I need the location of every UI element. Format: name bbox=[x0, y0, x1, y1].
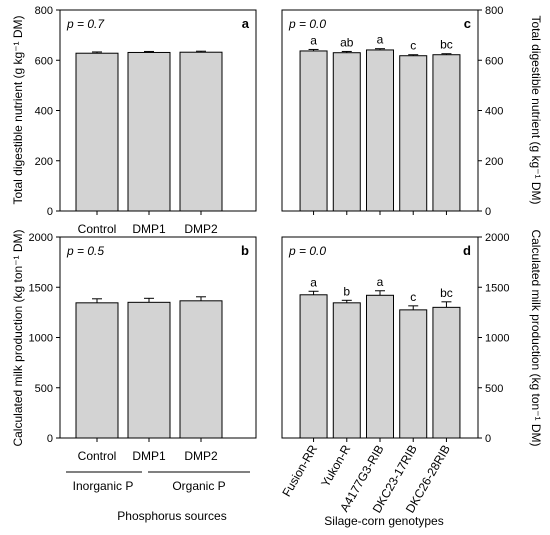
bar bbox=[179, 51, 223, 212]
bar bbox=[179, 300, 223, 439]
panel-letter: b bbox=[241, 243, 249, 258]
y-axis-title-top-right: Total digestible nutrient (g kg⁻¹ DM) bbox=[529, 15, 543, 204]
x-tick-label: DMP1 bbox=[132, 449, 166, 463]
bar bbox=[366, 49, 394, 212]
significance-letter: a bbox=[310, 275, 317, 289]
significance-letter: ab bbox=[340, 35, 354, 49]
y-tick-label: 2000 bbox=[29, 232, 53, 244]
significance-letter: c bbox=[410, 290, 416, 304]
y-tick-label: 0 bbox=[485, 206, 491, 218]
p-value-label: p = 0.0 bbox=[288, 17, 326, 31]
significance-letter: bc bbox=[440, 38, 453, 52]
bar bbox=[299, 294, 328, 439]
bar bbox=[399, 309, 428, 439]
significance-letter: a bbox=[377, 275, 384, 289]
bar bbox=[299, 50, 328, 212]
bar bbox=[366, 294, 394, 439]
y-axis-title-top-left: Total digestible nutrient (g kg⁻¹ DM) bbox=[11, 15, 25, 204]
x-axis-title-right: Silage-corn genotypes bbox=[324, 514, 443, 528]
y-tick-label: 0 bbox=[485, 433, 491, 445]
panel-b: 0 500 1000 1500 2000 Control DMP1 DMP2 p = 0.5 b bbox=[29, 232, 257, 463]
y-tick-label: 2000 bbox=[485, 232, 509, 244]
p-value-label: p = 0.0 bbox=[288, 244, 326, 258]
panel-d: 0500100015002000aFusion-RRbYukon-RaA4177… bbox=[279, 232, 509, 515]
y-tick-label: 200 bbox=[35, 156, 53, 168]
significance-letter: b bbox=[343, 284, 350, 298]
y-axis-title-bottom-right: Calculated milk production (kg ton⁻¹ DM) bbox=[529, 229, 543, 446]
y-tick-label: 0 bbox=[47, 433, 53, 445]
p-value-label: p = 0.5 bbox=[66, 244, 104, 258]
bar bbox=[75, 302, 119, 439]
bar bbox=[432, 54, 461, 212]
y-tick-label: 400 bbox=[35, 106, 53, 118]
x-tick-label: Fusion-RR bbox=[279, 442, 320, 499]
y-tick-label: 1000 bbox=[485, 333, 509, 345]
bar bbox=[127, 51, 171, 212]
significance-letter: a bbox=[377, 33, 384, 47]
y-tick-label: 1000 bbox=[29, 333, 53, 345]
y-tick-label: 600 bbox=[485, 55, 503, 67]
y-tick-label: 800 bbox=[485, 5, 503, 17]
y-tick-label: 0 bbox=[47, 206, 53, 218]
y-axis-title-bottom-left: Calculated milk production (kg ton⁻¹ DM) bbox=[11, 229, 25, 446]
panel-letter: a bbox=[242, 16, 250, 31]
panel-letter: d bbox=[463, 243, 471, 258]
bar bbox=[127, 301, 171, 439]
y-tick-label: 1500 bbox=[485, 282, 509, 294]
bar bbox=[332, 52, 361, 212]
y-tick-label: 500 bbox=[485, 383, 503, 395]
bar bbox=[399, 55, 428, 212]
x-tick-label: DMP1 bbox=[132, 222, 166, 236]
y-tick-label: 400 bbox=[485, 106, 503, 118]
significance-letter: c bbox=[410, 39, 416, 53]
panel-letter: c bbox=[464, 16, 471, 31]
y-tick-label: 1500 bbox=[29, 282, 53, 294]
x-tick-label: Control bbox=[78, 222, 117, 236]
x-tick-label: Control bbox=[78, 449, 117, 463]
bar bbox=[432, 306, 461, 439]
group-label-organic: Organic P bbox=[172, 479, 225, 493]
y-tick-label: 800 bbox=[35, 5, 53, 17]
x-axis-title-left: Phosphorus sources bbox=[117, 509, 226, 523]
p-value-label: p = 0.7 bbox=[66, 17, 105, 31]
y-tick-label: 500 bbox=[35, 383, 53, 395]
significance-letter: a bbox=[310, 33, 317, 47]
x-tick-label: Yukon-R bbox=[318, 442, 353, 489]
panel-a: 0 200 400 600 800 Control DMP1 DMP2 p = 0.7 a bbox=[35, 5, 257, 236]
significance-letter: bc bbox=[440, 286, 453, 300]
bar bbox=[332, 302, 361, 439]
x-tick-label: DMP2 bbox=[184, 222, 218, 236]
x-tick-label: DMP2 bbox=[184, 449, 218, 463]
group-label-inorganic: Inorganic P bbox=[73, 479, 134, 493]
y-tick-label: 600 bbox=[35, 55, 53, 67]
bar bbox=[75, 52, 119, 212]
y-tick-label: 200 bbox=[485, 156, 503, 168]
